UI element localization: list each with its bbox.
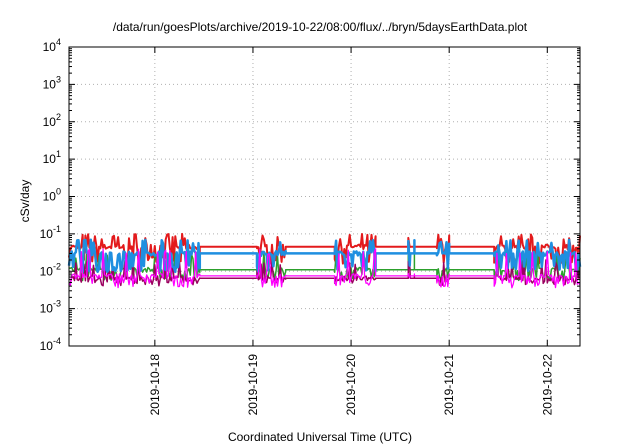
y-tick-label: 102 bbox=[43, 112, 61, 129]
series-line-3 bbox=[67, 238, 582, 274]
x-axis-ticks: 2019-10-18 2019-10-19 2019-10-20 2019-10-21… bbox=[148, 47, 554, 415]
x-tick-label: 2019-10-18 bbox=[148, 354, 162, 416]
x-tick-label: 2019-10-21 bbox=[442, 354, 456, 416]
x-tick-label: 2019-10-22 bbox=[540, 354, 554, 416]
y-tick-label: 10-3 bbox=[40, 299, 61, 316]
series-line-1 bbox=[68, 252, 581, 282]
y-tick-label: 10-4 bbox=[40, 336, 61, 353]
y-tick-label: 10-2 bbox=[40, 261, 61, 278]
y-tick-label: 103 bbox=[43, 74, 61, 91]
series-lines bbox=[67, 232, 582, 289]
x-axis-label: Coordinated Universal Time (UTC) bbox=[227, 430, 413, 444]
grid-lines bbox=[69, 47, 580, 346]
y-tick-label: 101 bbox=[43, 149, 61, 166]
y-tick-label: 10-1 bbox=[40, 224, 61, 241]
x-tick-label: 2019-10-20 bbox=[344, 354, 358, 416]
y-axis-ticks: 10-4 10-3 10-2 10-1 100 101 102 103 104 bbox=[40, 37, 580, 353]
chart-title: /data/run/goesPlots/archive/2019-10-22/0… bbox=[112, 20, 528, 34]
y-tick-label: 104 bbox=[43, 37, 61, 54]
y-tick-label: 100 bbox=[43, 187, 61, 204]
x-tick-label: 2019-10-19 bbox=[246, 354, 260, 416]
series-line-4 bbox=[68, 248, 581, 289]
